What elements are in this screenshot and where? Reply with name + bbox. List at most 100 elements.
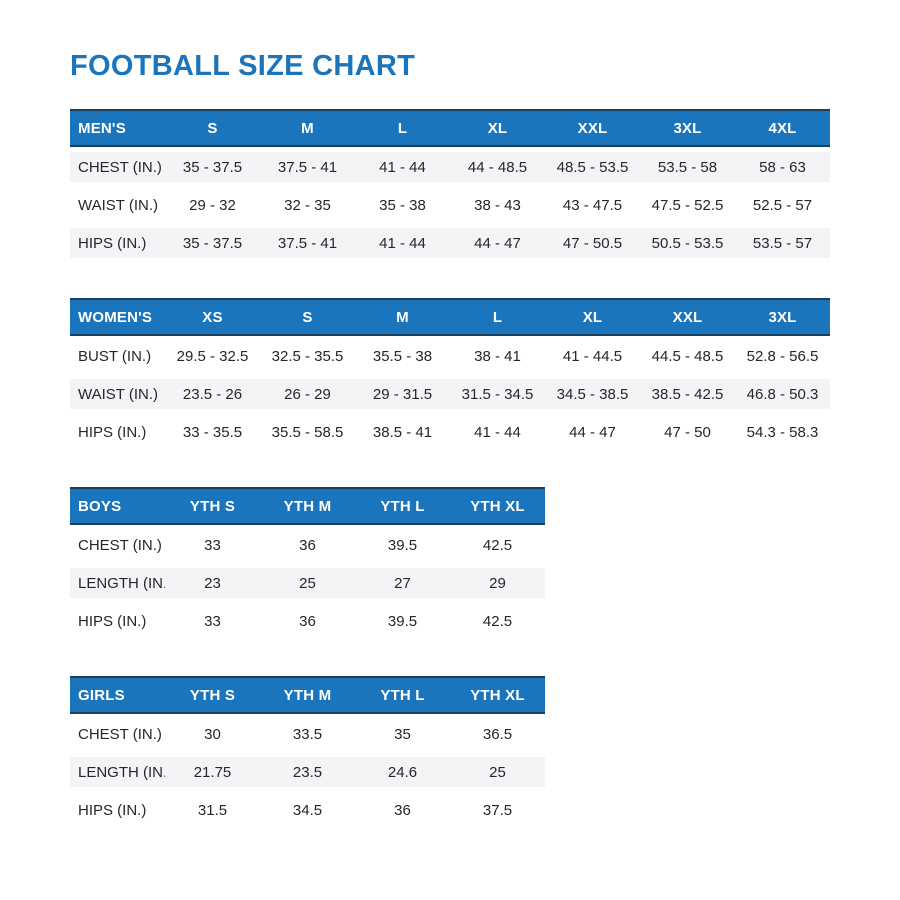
size-value: 38 - 43 bbox=[474, 196, 521, 214]
size-column-header: YTH L bbox=[380, 686, 425, 704]
measurement-label: LENGTH (IN.) bbox=[78, 763, 165, 781]
size-chart-page: FOOTBALL SIZE CHART MEN'S S M L XL XXL 3XL 4XL … bbox=[70, 50, 900, 825]
size-value: 33 bbox=[204, 536, 221, 554]
size-value: 25 bbox=[489, 763, 506, 781]
size-value: 42.5 bbox=[482, 536, 513, 554]
measurement-label: WAIST (IN.) bbox=[78, 385, 158, 403]
size-value: 31.5 - 34.5 bbox=[461, 385, 534, 403]
size-column-header: 3XL bbox=[673, 119, 702, 137]
size-value: 54.3 - 58.3 bbox=[746, 423, 819, 441]
size-table-boys: BOYS YTH S YTH M YTH L YTH XL CHEST (IN.) 33 3… bbox=[70, 487, 545, 636]
measurement-row: WAIST (IN.) 29 - 32 32 - 35 35 - 38 38 - 43 4… bbox=[70, 190, 830, 220]
size-column-header: L bbox=[397, 119, 408, 137]
size-value: 44 - 47 bbox=[569, 423, 616, 441]
size-value: 38.5 - 42.5 bbox=[651, 385, 724, 403]
measurement-label: HIPS (IN.) bbox=[78, 423, 147, 441]
measurement-label: CHEST (IN.) bbox=[78, 725, 162, 743]
size-value: 39.5 bbox=[387, 536, 418, 554]
size-value: 46.8 - 50.3 bbox=[746, 385, 819, 403]
size-value: 37.5 bbox=[482, 801, 513, 819]
size-value: 33.5 bbox=[292, 725, 323, 743]
size-column-header: XL bbox=[487, 119, 508, 137]
size-table-mens: MEN'S S M L XL XXL 3XL 4XL CHEST (IN.) 35 - 37.5… bbox=[70, 109, 830, 258]
size-value: 25 bbox=[299, 574, 316, 592]
table-header-row: GIRLS YTH S YTH M YTH L YTH XL bbox=[70, 676, 545, 714]
size-column-header: 3XL bbox=[768, 308, 797, 326]
size-column-header: YTH XL bbox=[470, 497, 525, 515]
size-value: 23 bbox=[204, 574, 221, 592]
size-value: 34.5 bbox=[292, 801, 323, 819]
size-column-header: L bbox=[492, 308, 503, 326]
measurement-label: CHEST (IN.) bbox=[78, 158, 162, 176]
size-value: 29 bbox=[489, 574, 506, 592]
size-value: 41 - 44 bbox=[379, 158, 426, 176]
size-column-header: M bbox=[301, 119, 314, 137]
measurement-label: CHEST (IN.) bbox=[78, 536, 162, 554]
size-value: 36 bbox=[299, 536, 316, 554]
size-value: 47 - 50.5 bbox=[562, 234, 623, 252]
measurement-row: BUST (IN.) 29.5 - 32.5 32.5 - 35.5 35.5 - 3… bbox=[70, 341, 830, 371]
size-value: 41 - 44 bbox=[474, 423, 521, 441]
table-header-row: MEN'S S M L XL XXL 3XL 4XL bbox=[70, 109, 830, 147]
table-title-cell: WOMEN'S bbox=[78, 308, 153, 326]
size-value: 23.5 - 26 bbox=[182, 385, 243, 403]
size-value: 29 - 32 bbox=[189, 196, 236, 214]
size-value: 30 bbox=[204, 725, 221, 743]
size-value: 52.8 - 56.5 bbox=[746, 347, 819, 365]
measurement-row: CHEST (IN.) 33 36 39.5 42.5 bbox=[70, 530, 545, 560]
size-value: 35.5 - 38 bbox=[372, 347, 433, 365]
table-title-cell: BOYS bbox=[78, 497, 122, 515]
measurement-row: LENGTH (IN.) 23 25 27 29 bbox=[70, 568, 545, 598]
size-value: 38 - 41 bbox=[474, 347, 521, 365]
measurement-row: CHEST (IN.) 30 33.5 35 36.5 bbox=[70, 719, 545, 749]
size-value: 35 - 38 bbox=[379, 196, 426, 214]
size-value: 35 - 37.5 bbox=[182, 158, 243, 176]
size-column-header: S bbox=[207, 119, 218, 137]
size-value: 29.5 - 32.5 bbox=[176, 347, 249, 365]
size-value: 44.5 - 48.5 bbox=[651, 347, 724, 365]
size-column-header: M bbox=[396, 308, 409, 326]
size-value: 29 - 31.5 bbox=[372, 385, 433, 403]
size-column-header: YTH XL bbox=[470, 686, 525, 704]
size-column-header: YTH S bbox=[189, 686, 236, 704]
size-value: 36.5 bbox=[482, 725, 513, 743]
table-title-cell: GIRLS bbox=[78, 686, 125, 704]
size-value: 36 bbox=[299, 612, 316, 630]
measurement-row: HIPS (IN.) 33 - 35.5 35.5 - 58.5 38.5 - 41 4… bbox=[70, 417, 830, 447]
table-body: BUST (IN.) 29.5 - 32.5 32.5 - 35.5 35.5 - 3… bbox=[70, 336, 830, 447]
measurement-label: WAIST (IN.) bbox=[78, 196, 158, 214]
size-value: 47 - 50 bbox=[664, 423, 711, 441]
size-value: 32.5 - 35.5 bbox=[271, 347, 344, 365]
size-value: 33 bbox=[204, 612, 221, 630]
size-value: 24.6 bbox=[387, 763, 418, 781]
size-value: 27 bbox=[394, 574, 411, 592]
measurement-row: HIPS (IN.) 33 36 39.5 42.5 bbox=[70, 606, 545, 636]
size-value: 43 - 47.5 bbox=[562, 196, 623, 214]
size-column-header: XL bbox=[582, 308, 603, 326]
measurement-row: HIPS (IN.) 31.5 34.5 36 37.5 bbox=[70, 795, 545, 825]
size-value: 35.5 - 58.5 bbox=[271, 423, 344, 441]
size-column-header: YTH M bbox=[283, 497, 332, 515]
size-value: 44 - 47 bbox=[474, 234, 521, 252]
page-title: FOOTBALL SIZE CHART bbox=[70, 50, 416, 82]
size-tables: MEN'S S M L XL XXL 3XL 4XL CHEST (IN.) 35 - 37.5… bbox=[70, 109, 900, 825]
size-value: 36 bbox=[394, 801, 411, 819]
size-value: 34.5 - 38.5 bbox=[556, 385, 629, 403]
size-value: 52.5 - 57 bbox=[752, 196, 813, 214]
size-value: 41 - 44.5 bbox=[562, 347, 623, 365]
size-value: 35 bbox=[394, 725, 411, 743]
size-column-header: YTH L bbox=[380, 497, 425, 515]
size-value: 31.5 bbox=[197, 801, 228, 819]
size-column-header: YTH S bbox=[189, 497, 236, 515]
measurement-row: CHEST (IN.) 35 - 37.5 37.5 - 41 41 - 44 44 -… bbox=[70, 152, 830, 182]
size-value: 58 - 63 bbox=[759, 158, 806, 176]
size-value: 38.5 - 41 bbox=[372, 423, 433, 441]
size-column-header: XXL bbox=[672, 308, 703, 326]
table-title-cell: MEN'S bbox=[78, 119, 126, 137]
size-value: 35 - 37.5 bbox=[182, 234, 243, 252]
size-value: 48.5 - 53.5 bbox=[556, 158, 629, 176]
size-value: 32 - 35 bbox=[284, 196, 331, 214]
size-column-header: YTH M bbox=[283, 686, 332, 704]
size-column-header: S bbox=[302, 308, 313, 326]
size-value: 53.5 - 58 bbox=[657, 158, 718, 176]
